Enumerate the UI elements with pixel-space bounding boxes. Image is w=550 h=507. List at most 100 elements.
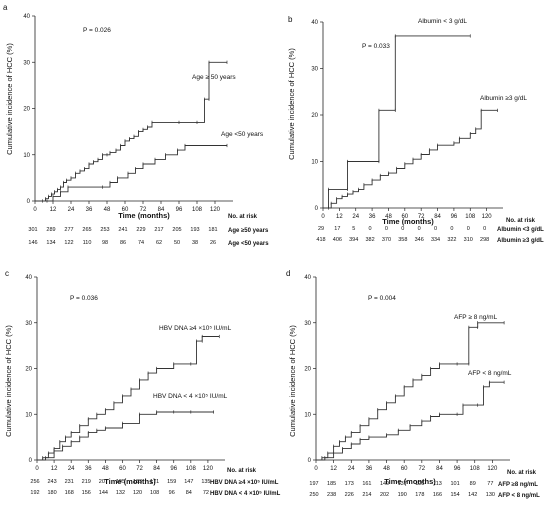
series-line-0 [316, 322, 505, 461]
risk-count: 147 [184, 479, 193, 485]
axes: 0 10 20 30 40 0 12 24 36 48 60 72 84 96 108 120 [23, 14, 233, 213]
x-axis-label: Time (months) [382, 217, 434, 226]
risk-count: 289 [46, 227, 55, 233]
x-tick-label: 96 [451, 214, 458, 220]
risk-count: 0 [401, 226, 404, 232]
p-value: P = 0.033 [362, 43, 390, 50]
risk-count: 0 [450, 226, 453, 232]
risk-count: 86 [120, 240, 126, 246]
risk-count: 98 [102, 240, 108, 246]
x-tick-label: 96 [176, 207, 183, 213]
risk-count: 181 [208, 227, 217, 233]
risk-count: 149 [380, 481, 389, 487]
risk-count: 217 [154, 227, 163, 233]
y-tick-label: 40 [304, 275, 311, 281]
y-axis-label: Cumulative incidence of HCC (%) [288, 325, 297, 437]
series-label-0: AFP ≥ 8 ng/mL [454, 314, 498, 321]
risk-row-0: 301 289 277 265 253 241 229 217 205 193 181 [28, 227, 217, 233]
series-label-0: Age ≥ 50 years [192, 74, 236, 81]
risk-count: 202 [380, 492, 389, 498]
series-label-1: HBV DNA < 4 ×10⁵ IU/mL [153, 393, 228, 400]
risk-count: 183 [133, 479, 142, 485]
risk-row-1: 192 180 168 156 144 132 120 108 96 84 72 [30, 490, 209, 496]
risk-count: 125 [415, 481, 424, 487]
risk-count: 334 [431, 237, 440, 243]
series-label-0: HBV DNA ≥4 ×10⁵ IU/mL [159, 325, 232, 332]
x-tick-label: 120 [210, 207, 221, 213]
risk-count: 130 [486, 492, 495, 498]
series-line-1 [316, 381, 505, 461]
panel-letter: b [288, 15, 293, 24]
panel-a: a Cumulative incidence of HCC (%) 0 10 20 3… [3, 3, 269, 247]
x-tick-label: 96 [170, 466, 177, 472]
y-tick-label: 0 [29, 458, 33, 464]
y-tick-label: 20 [25, 367, 32, 373]
risk-count: 62 [156, 240, 162, 246]
risk-label-0: HBV DNA ≥4 ×10⁵ IU/mL [210, 480, 279, 486]
risk-label-0: AFP ≥8 ng/mL [498, 482, 538, 488]
risk-label-1: Albumin ≥3 g/dL [497, 238, 544, 244]
risk-count: 38 [192, 240, 198, 246]
series-label-1: AFP < 8 ng/mL [468, 370, 512, 377]
x-tick-label: 0 [321, 214, 325, 220]
y-axis-label: Cumulative incidence of HCC (%) [287, 48, 296, 160]
risk-count: 142 [468, 492, 477, 498]
risk-count: 406 [333, 237, 342, 243]
x-tick-label: 60 [122, 207, 129, 213]
x-tick-label: 36 [85, 466, 92, 472]
risk-header: No. at risk [228, 214, 258, 220]
risk-row-1: 418 406 394 382 370 358 346 334 322 310 298 [316, 237, 489, 243]
x-tick-label: 36 [369, 214, 376, 220]
risk-count: 185 [327, 481, 336, 487]
risk-count: 0 [467, 226, 470, 232]
x-tick-label: 72 [140, 207, 147, 213]
x-tick-label: 48 [383, 466, 390, 472]
risk-count: 256 [30, 479, 39, 485]
risk-count: 243 [47, 479, 56, 485]
risk-count: 180 [47, 490, 56, 496]
risk-label-0: Age ≥50 years [228, 228, 269, 234]
risk-count: 358 [398, 237, 407, 243]
p-value: P = 0.036 [70, 295, 98, 302]
x-tick-label: 0 [314, 466, 318, 472]
curves [37, 334, 220, 461]
panel-d: d Cumulative incidence of HCC (%) 0 10 20 3… [286, 269, 540, 499]
risk-count: 156 [82, 490, 91, 496]
risk-count: 135 [201, 479, 210, 485]
risk-count: 132 [116, 490, 125, 496]
risk-count: 137 [398, 481, 407, 487]
risk-count: 101 [450, 481, 459, 487]
risk-count: 166 [433, 492, 442, 498]
risk-count: 192 [30, 490, 39, 496]
curves [316, 321, 505, 461]
y-axis-label: Cumulative incidence of HCC (%) [5, 43, 14, 155]
x-tick-label: 36 [86, 207, 93, 213]
risk-count: 370 [382, 237, 391, 243]
risk-count: 214 [362, 492, 371, 498]
risk-row-1: 146 134 122 110 98 86 74 62 50 38 26 [28, 240, 216, 246]
risk-count: 159 [167, 479, 176, 485]
y-tick-label: 0 [27, 199, 31, 205]
risk-count: 29 [318, 226, 324, 232]
risk-label-1: HBV DNA < 4 ×10⁵ IU/mL [210, 491, 281, 497]
x-tick-label: 108 [192, 207, 203, 213]
risk-count: 168 [65, 490, 74, 496]
risk-count: 205 [172, 227, 181, 233]
risk-count: 241 [118, 227, 127, 233]
y-tick-label: 10 [311, 160, 318, 166]
panel-c: c Cumulative incidence of HCC (%) 0 10 20 3… [4, 269, 281, 497]
x-tick-label: 24 [352, 214, 359, 220]
risk-count: 250 [309, 492, 318, 498]
x-tick-label: 72 [418, 466, 425, 472]
y-tick-label: 0 [308, 458, 312, 464]
risk-header: No. at risk [227, 468, 257, 474]
risk-count: 26 [210, 240, 216, 246]
x-tick-label: 108 [186, 466, 197, 472]
panel-letter: a [3, 3, 8, 12]
x-tick-label: 12 [51, 466, 58, 472]
risk-count: 265 [82, 227, 91, 233]
risk-count: 77 [487, 481, 493, 487]
risk-count: 113 [433, 481, 442, 487]
risk-count: 171 [150, 479, 159, 485]
